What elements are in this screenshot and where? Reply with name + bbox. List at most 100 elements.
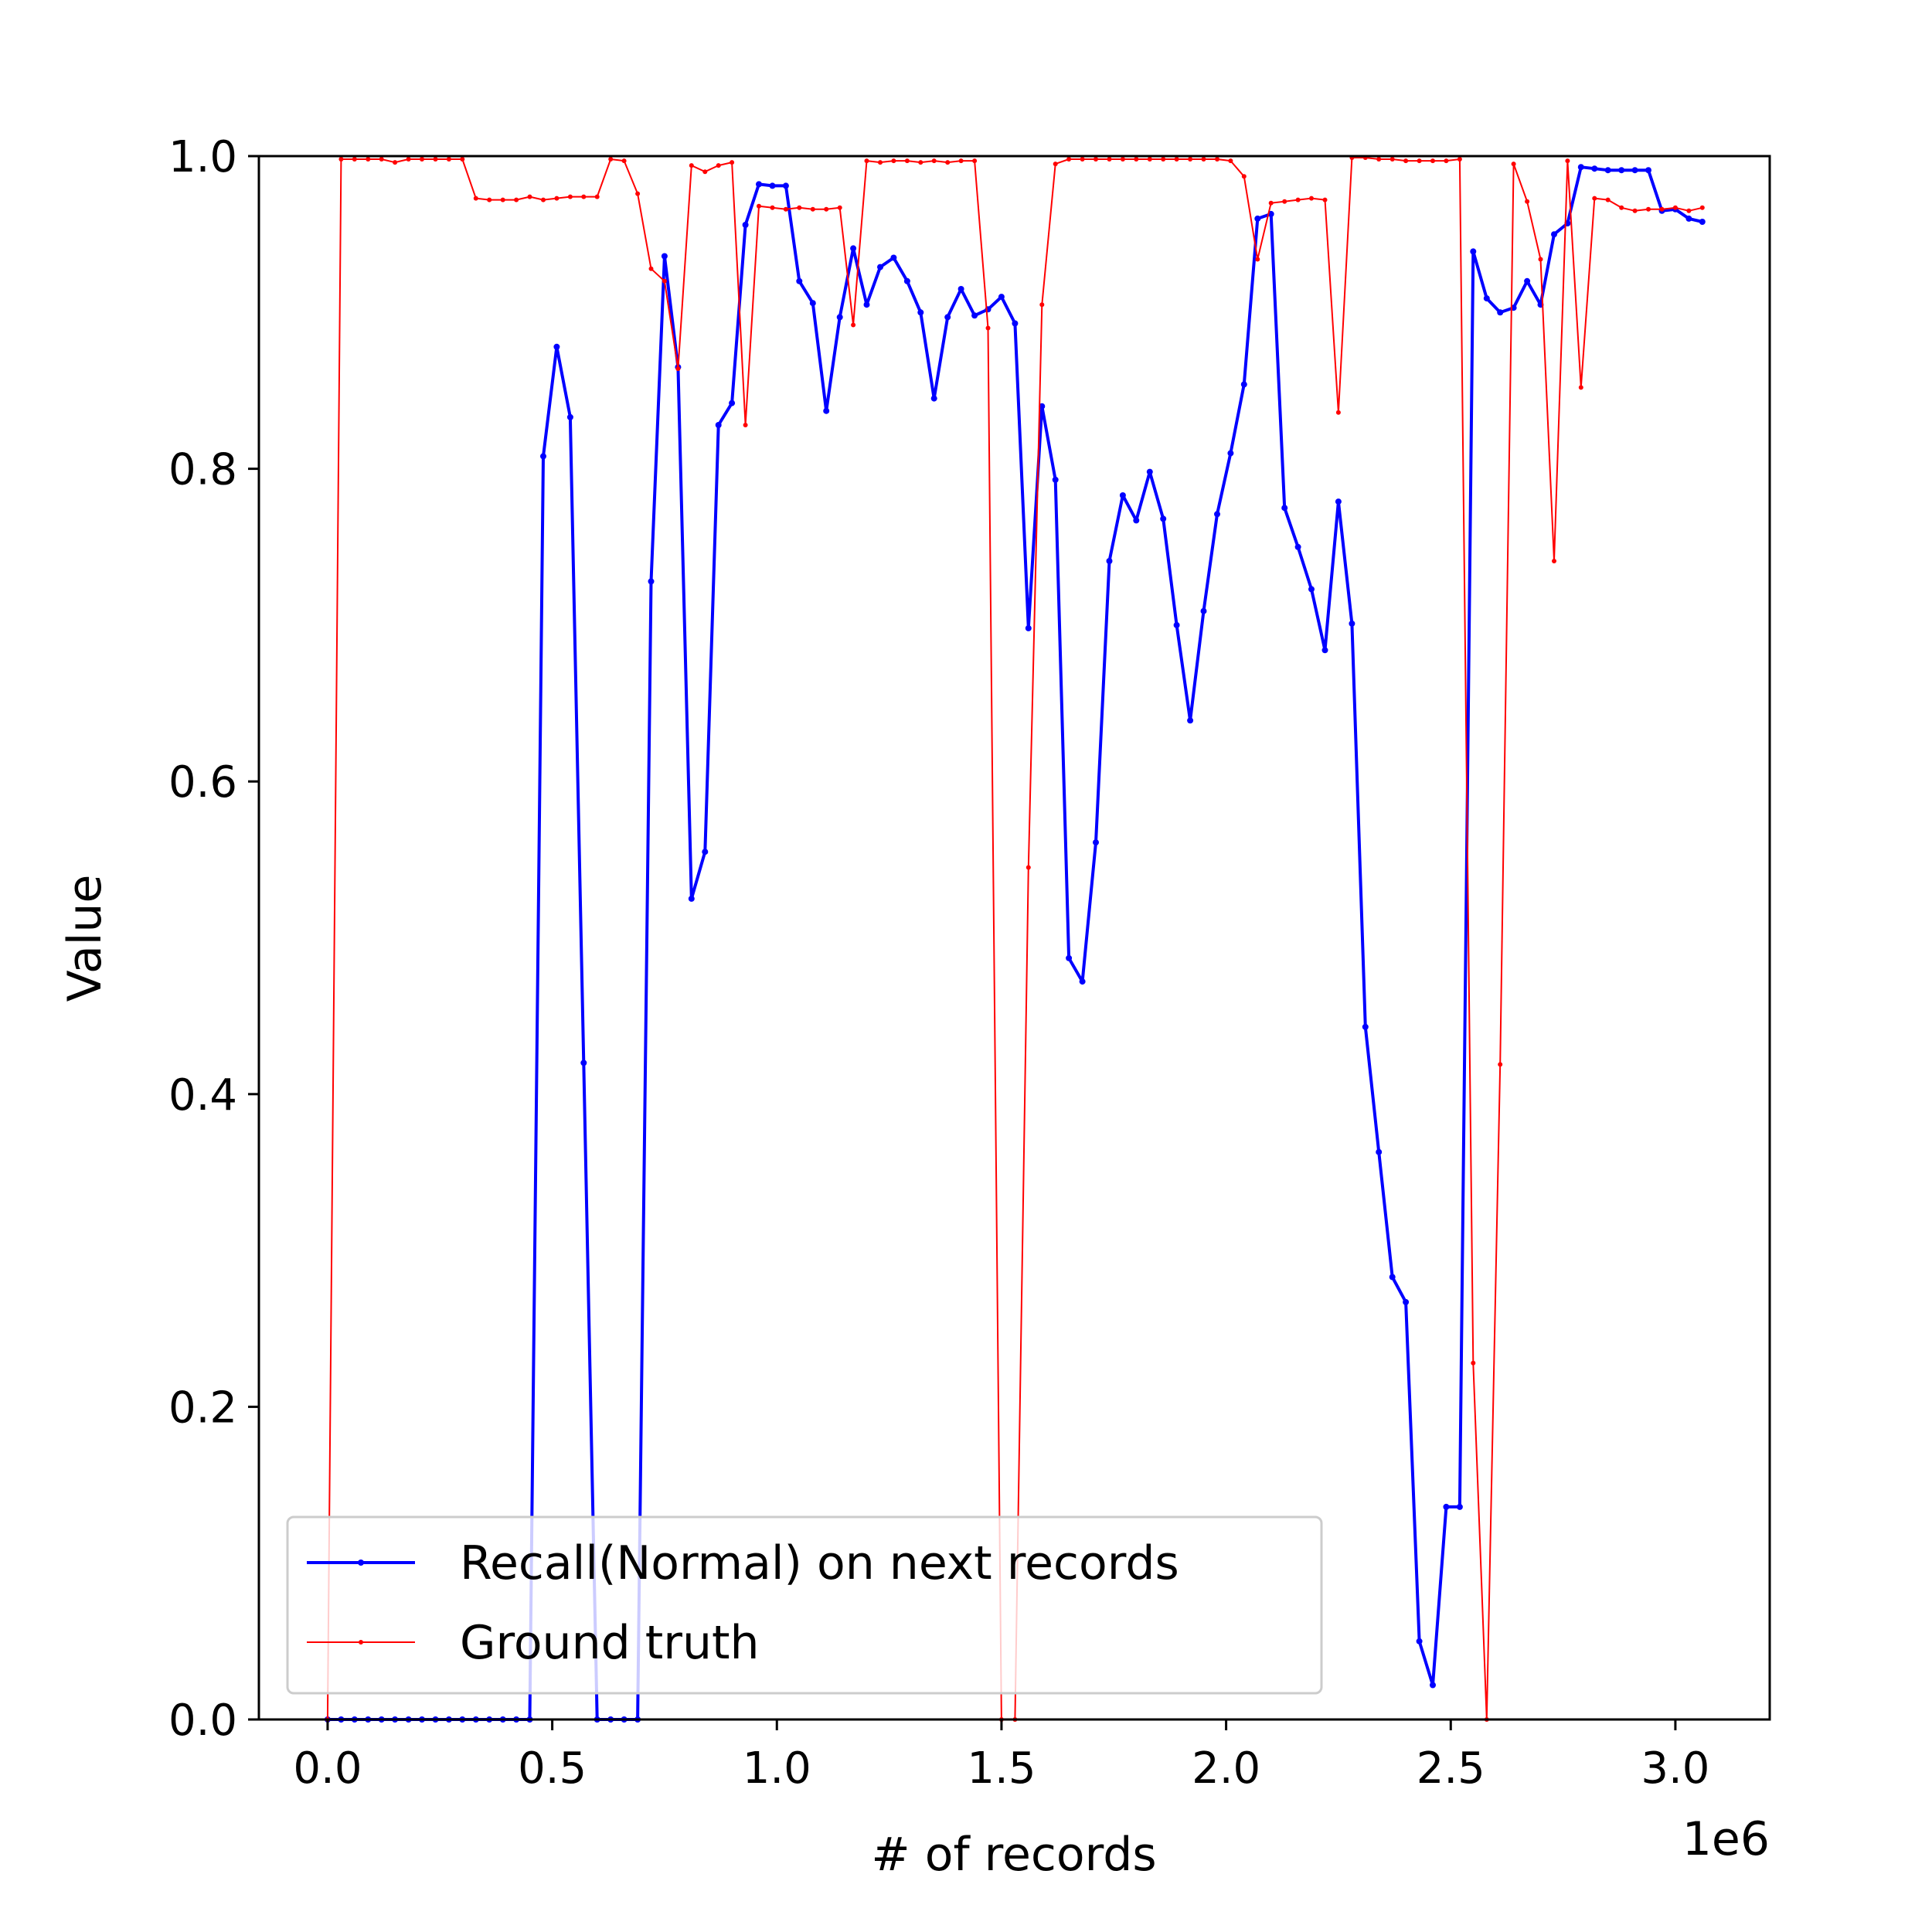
data-point	[1094, 157, 1098, 162]
data-point	[1241, 174, 1247, 179]
data-point	[581, 194, 587, 199]
data-point	[1646, 206, 1651, 212]
data-point	[473, 196, 478, 201]
data-point	[1349, 620, 1355, 627]
data-point	[594, 194, 600, 199]
data-point	[1551, 231, 1557, 238]
data-point	[1146, 468, 1153, 475]
legend-label-recall: Recall(Normal) on next records	[460, 1536, 1179, 1590]
data-point	[1187, 717, 1194, 724]
data-point	[1483, 295, 1490, 302]
data-point	[662, 278, 667, 284]
data-point	[338, 157, 344, 162]
data-point	[1012, 320, 1019, 327]
data-point	[1079, 978, 1086, 985]
data-point	[1093, 839, 1099, 846]
data-point	[1228, 158, 1233, 164]
data-point	[837, 205, 842, 210]
y-axis-ticks: 0.0 0.2 0.4 0.6 0.8 1.0	[168, 132, 259, 1746]
data-point	[864, 158, 869, 164]
data-point	[487, 197, 492, 202]
data-point	[1200, 607, 1207, 614]
data-point	[1268, 200, 1274, 206]
data-point	[433, 157, 438, 162]
data-point	[1699, 205, 1705, 210]
data-point	[1119, 492, 1126, 498]
data-point	[702, 849, 709, 855]
data-point	[1214, 511, 1220, 518]
data-point	[661, 253, 668, 260]
legend-box	[286, 1515, 1323, 1695]
data-point	[1619, 205, 1624, 210]
data-point	[1362, 1023, 1369, 1030]
data-point	[998, 294, 1005, 301]
data-point	[554, 196, 560, 201]
data-point	[1255, 257, 1260, 262]
data-point	[1457, 157, 1462, 162]
y-axis-label: Value	[58, 875, 112, 1002]
x-tick-label: 2.0	[1192, 1743, 1260, 1794]
data-point	[1309, 196, 1314, 201]
data-point	[635, 191, 641, 196]
data-point	[891, 158, 896, 164]
data-point	[1321, 647, 1328, 654]
data-point	[824, 206, 829, 212]
data-point	[580, 1060, 587, 1066]
series-ground-truth	[325, 155, 1705, 1722]
data-point	[1672, 205, 1678, 210]
data-point	[1173, 621, 1180, 628]
data-point	[1282, 199, 1287, 204]
x-tick-label: 1.0	[743, 1743, 811, 1794]
data-point	[1578, 385, 1583, 390]
data-point	[1565, 158, 1570, 164]
y-tick-label: 1.0	[168, 132, 237, 182]
data-point	[1618, 167, 1625, 174]
data-point	[1026, 865, 1031, 870]
data-point	[809, 300, 816, 307]
data-point	[1376, 1148, 1383, 1155]
data-point	[1403, 1298, 1410, 1305]
data-point	[1430, 158, 1435, 164]
y-tick-label: 0.4	[168, 1070, 237, 1121]
data-point	[553, 343, 560, 350]
data-point	[1161, 157, 1166, 162]
data-point	[1025, 624, 1032, 631]
data-point	[1389, 1274, 1396, 1281]
data-point	[918, 160, 923, 165]
data-point	[1294, 543, 1301, 550]
data-point	[1147, 157, 1152, 162]
data-point	[1685, 215, 1692, 222]
data-point	[1080, 157, 1085, 162]
series-recall	[324, 164, 1706, 1723]
legend: Recall(Normal) on next records Ground tr…	[286, 1515, 1323, 1695]
data-point	[1443, 1503, 1450, 1510]
data-point	[1631, 167, 1638, 174]
data-point	[972, 158, 978, 164]
data-point	[514, 197, 519, 202]
data-point	[797, 205, 802, 210]
x-tick-label: 3.0	[1641, 1743, 1709, 1794]
data-point	[1174, 157, 1179, 162]
data-point	[823, 407, 830, 414]
data-point	[366, 157, 371, 162]
data-point	[958, 158, 964, 164]
data-point	[352, 157, 357, 162]
data-point	[890, 254, 897, 261]
data-point	[1403, 158, 1409, 164]
y-tick-label: 0.2	[168, 1383, 237, 1433]
data-point	[917, 309, 924, 316]
data-point	[1659, 206, 1665, 212]
data-point	[716, 163, 721, 168]
data-point	[1106, 558, 1113, 564]
data-point	[446, 157, 451, 162]
data-point	[769, 182, 776, 189]
x-axis-ticks: 0.0 0.5 1.0 1.5 2.0 2.5 3.0	[293, 1719, 1709, 1794]
data-point	[877, 264, 883, 270]
data-point	[1188, 157, 1193, 162]
y-tick-label: 0.8	[168, 445, 237, 495]
data-point	[1227, 450, 1234, 457]
data-point	[1295, 197, 1301, 202]
data-point	[783, 206, 788, 212]
data-point	[1686, 208, 1692, 213]
data-point	[1335, 498, 1342, 505]
